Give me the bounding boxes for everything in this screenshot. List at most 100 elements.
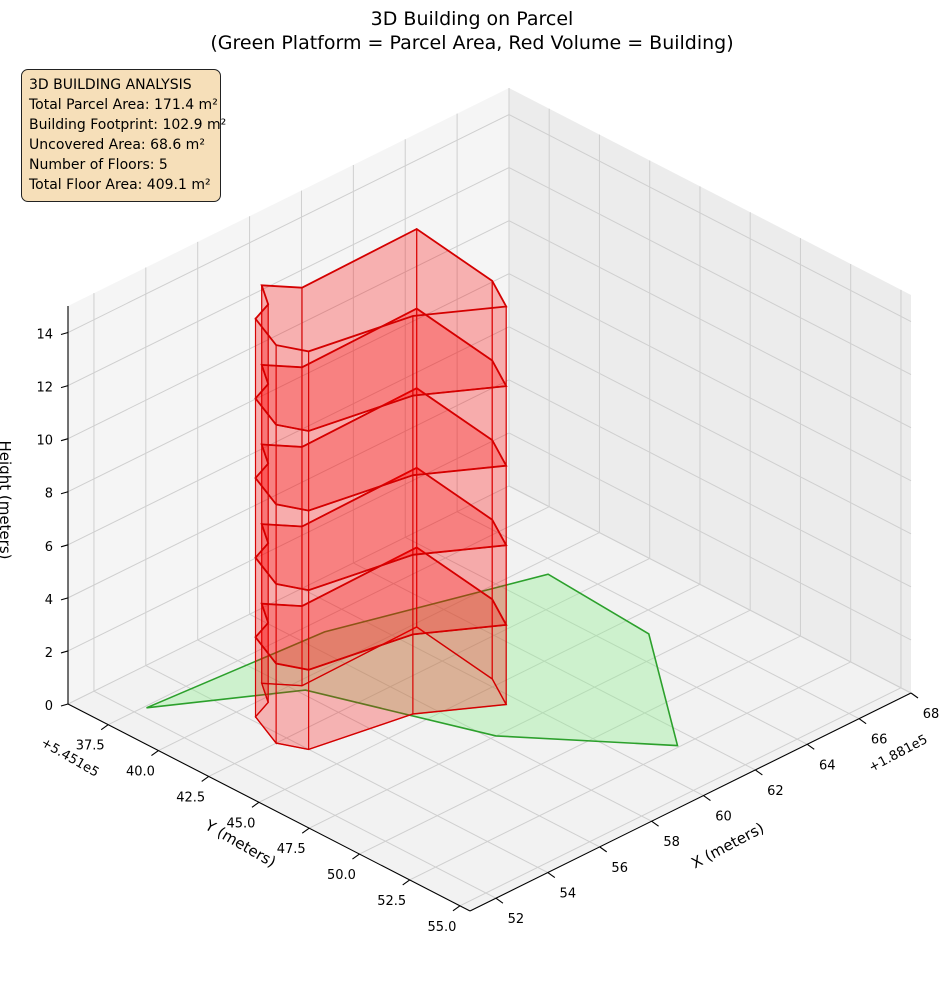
x-tick-label: 52 [508, 912, 525, 927]
grid-z-left [67, 273, 510, 493]
x-tick-mark [651, 820, 659, 827]
grid-x-floor [93, 690, 497, 899]
y-tick-label: 37.5 [76, 739, 105, 754]
floor-1 [254, 546, 508, 751]
x-tick-label: 56 [611, 861, 628, 876]
z-tick-mark [60, 438, 69, 442]
x-tick-mark [755, 769, 763, 776]
y-tick-label: 45.0 [226, 816, 255, 831]
x-axis-label: X (meters) [688, 819, 767, 872]
z-axis-label: Height (meters) [0, 441, 14, 560]
left-back-pane [68, 88, 509, 704]
z-tick-label: 14 [36, 328, 53, 343]
grid-y-floor [459, 687, 902, 907]
x-tick-label: 64 [819, 758, 836, 773]
z-tick-label: 0 [45, 699, 53, 714]
z-tick-mark [60, 332, 69, 336]
grid-x-floor [405, 536, 808, 745]
y-tick-mark [301, 827, 310, 834]
z-tick-mark [60, 544, 69, 548]
grid-y-floor [409, 661, 851, 881]
grid-z-left [67, 326, 510, 546]
grid-z-left [67, 167, 510, 387]
grid-z-left [67, 432, 510, 652]
parcel-platform [146, 573, 679, 747]
z-tick-label: 4 [45, 593, 53, 608]
grid-y-floor [308, 609, 751, 829]
axis-panes [68, 88, 911, 911]
grid-z-right [508, 432, 912, 641]
y-tick-mark [100, 724, 109, 731]
z-tick-label: 2 [45, 646, 53, 661]
grid-x-floor [301, 588, 704, 797]
y-tick-label: 40.0 [126, 765, 155, 780]
roof-slab [254, 227, 508, 353]
floor-3 [254, 387, 508, 591]
uncovered-area-stat: Uncovered Area: 68.6 m² [29, 137, 205, 153]
analysis-heading: 3D BUILDING ANALYSIS [29, 77, 192, 93]
grid-z-left [67, 485, 510, 705]
z-tick-mark [60, 650, 69, 654]
grid-x-floor [456, 511, 860, 720]
y-tick-mark [201, 776, 210, 782]
grid-z-left [67, 379, 510, 599]
x-tick-label: 54 [560, 887, 577, 902]
y-tick-label: 50.0 [327, 868, 356, 883]
grid-z-right [508, 114, 912, 322]
x-tick-mark [547, 872, 556, 878]
y-tick-label: 55.0 [427, 920, 456, 935]
floor-pane [68, 486, 911, 911]
grid-z-right [508, 220, 912, 429]
z-tick-label: 12 [36, 381, 53, 396]
building-analysis-box: 3D BUILDING ANALYSIS Total Parcel Area: … [21, 69, 226, 202]
y-tick-label: 52.5 [377, 894, 406, 909]
y-tick-mark [251, 801, 260, 808]
grid-z-right [508, 167, 912, 376]
chart-title: 3D Building on Parcel [371, 8, 574, 30]
grid-z-right [508, 326, 912, 535]
parcel-area-stat: Total Parcel Area: 171.4 m² [29, 97, 218, 113]
y-tick-label: 42.5 [176, 790, 205, 805]
grid-y-floor [359, 635, 801, 855]
x-tick-mark [806, 743, 815, 750]
axis-lines [60, 306, 919, 912]
grid-z-right [508, 379, 912, 588]
x-tick-mark [495, 897, 504, 904]
z-tick-label: 6 [45, 540, 53, 555]
floor-count-stat: Number of Floors: 5 [29, 157, 168, 173]
y-tick-mark [151, 750, 159, 757]
grid-y-floor [158, 532, 600, 752]
x-tick-label: 62 [767, 784, 784, 799]
z-tick-mark [60, 703, 69, 707]
x-tick-label: 60 [715, 810, 732, 825]
x-tick-label: 68 [923, 707, 940, 722]
x-tick-mark [703, 795, 711, 802]
z-tick-label: 10 [36, 434, 53, 449]
building-volume [254, 227, 508, 751]
x-tick-mark [910, 692, 919, 699]
grid-x-floor [197, 639, 600, 848]
grid-x-floor [249, 613, 652, 822]
x-tick-mark [858, 718, 867, 725]
floor-5 [254, 227, 508, 432]
floor-area-stat: Total Floor Area: 409.1 m² [29, 177, 211, 193]
y-axis-line [67, 703, 471, 912]
grid-z-left [67, 220, 510, 440]
x-tick-mark [599, 846, 608, 853]
y-tick-label: 47.5 [277, 842, 306, 857]
z-tick-mark [60, 385, 69, 389]
y-tick-mark [402, 879, 411, 886]
x-axis-line [469, 692, 912, 912]
right-back-pane [509, 88, 911, 693]
grid-z-left [67, 114, 510, 333]
y-tick-mark [352, 853, 360, 860]
x-tick-label: 58 [663, 835, 680, 850]
z-tick-mark [60, 491, 69, 495]
y-tick-mark [452, 905, 461, 912]
z-tick-mark [60, 597, 69, 601]
grid-z-right [508, 273, 912, 482]
grid-y-floor [107, 506, 550, 726]
x-tick-label: 66 [871, 733, 888, 748]
grid-x-floor [353, 562, 756, 771]
